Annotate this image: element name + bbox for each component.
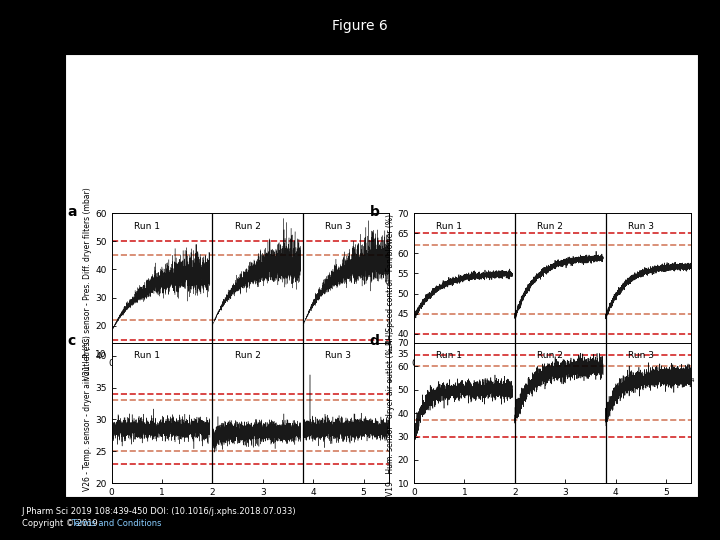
- Text: b: b: [369, 205, 379, 219]
- Text: Run 2: Run 2: [537, 222, 563, 231]
- X-axis label: Time (s): Time (s): [230, 370, 270, 380]
- Text: Run 1: Run 1: [134, 352, 160, 360]
- Y-axis label: V26 - Temp. sensor - dryer air outlet (°C): V26 - Temp. sensor - dryer air outlet (°…: [84, 335, 92, 491]
- Text: Run 3: Run 3: [325, 352, 351, 360]
- X-axis label: Time (s): Time (s): [230, 500, 270, 510]
- Y-axis label: V19 - Hum. sensor - dryer air outlet (% RH): V19 - Hum. sensor - dryer air outlet (% …: [386, 330, 395, 496]
- Text: x 10⁴: x 10⁴: [670, 507, 694, 516]
- Text: Run 3: Run 3: [628, 222, 654, 231]
- Y-axis label: V21 - Press. sensor - Pres. Diff. dryer filters (mbar): V21 - Press. sensor - Pres. Diff. dryer …: [84, 187, 92, 380]
- Text: x 10⁴: x 10⁴: [368, 377, 392, 387]
- Text: J Pharm Sci 2019 108:439-450 DOI: (10.1016/j.xphs.2018.07.033): J Pharm Sci 2019 108:439-450 DOI: (10.10…: [22, 507, 296, 516]
- Text: Run 1: Run 1: [436, 352, 462, 360]
- Text: c: c: [67, 334, 76, 348]
- Text: x 10⁴: x 10⁴: [368, 507, 392, 516]
- Text: d: d: [369, 334, 379, 348]
- X-axis label: Time (s): Time (s): [533, 500, 572, 510]
- Text: Copyright © 2019: Copyright © 2019: [22, 519, 102, 529]
- Text: Run 1: Run 1: [134, 222, 160, 231]
- Text: Run 1: Run 1: [436, 222, 462, 231]
- Text: Figure 6: Figure 6: [332, 19, 388, 33]
- Text: Terms and Conditions: Terms and Conditions: [71, 519, 161, 529]
- Text: Run 2: Run 2: [235, 352, 261, 360]
- Text: Run 2: Run 2: [235, 222, 261, 231]
- X-axis label: Time (s): Time (s): [533, 370, 572, 380]
- Text: a: a: [67, 205, 77, 219]
- Text: Run 2: Run 2: [537, 352, 563, 360]
- Y-axis label: V14 - Speed control - Fan/blower (%): V14 - Speed control - Fan/blower (%): [386, 213, 395, 354]
- Text: Run 3: Run 3: [628, 352, 654, 360]
- Text: x 10⁴: x 10⁴: [670, 377, 694, 387]
- Text: Run 3: Run 3: [325, 222, 351, 231]
